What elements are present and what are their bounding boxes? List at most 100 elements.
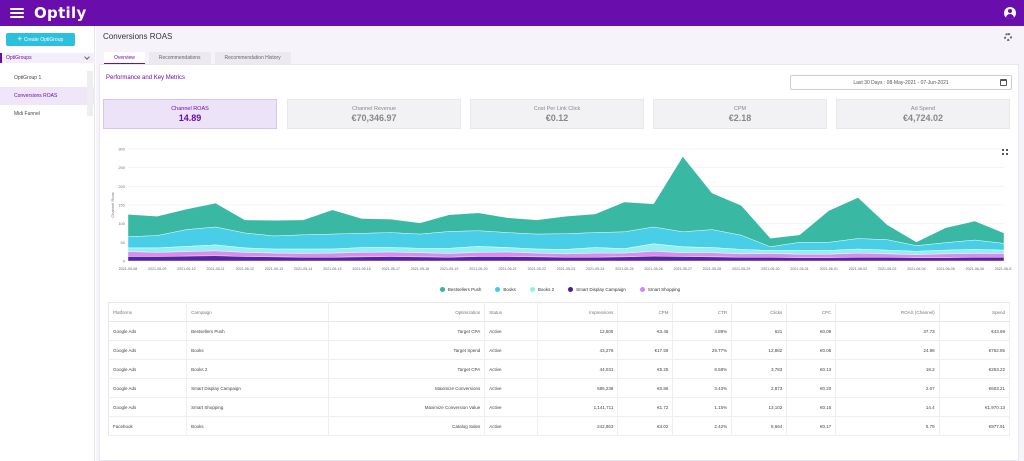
- gear-icon[interactable]: [1004, 33, 1012, 41]
- table-cell: Google Ads: [108, 340, 188, 360]
- column-header[interactable]: CTR: [672, 302, 733, 322]
- create-optigroup-label: Create OptiGroup: [23, 36, 64, 43]
- column-header[interactable]: Optimization: [328, 302, 486, 322]
- metric-cpm[interactable]: CPM €2.18: [653, 99, 827, 129]
- tab-overview[interactable]: Overview: [104, 52, 145, 64]
- calendar-icon[interactable]: [1000, 79, 1007, 86]
- column-header[interactable]: Campaign: [186, 302, 330, 322]
- table-cell: Maximize Conversion Value: [328, 397, 486, 417]
- table-cell: Books: [186, 340, 330, 360]
- column-header[interactable]: Platforms: [108, 302, 188, 322]
- table-cell: 13,102: [731, 397, 788, 417]
- metric-cost-per-link-click[interactable]: Cost Per Link Click €0.12: [470, 99, 644, 129]
- tab-recommendation-history[interactable]: Recommendation History: [214, 52, 291, 64]
- table-cell: 621: [731, 321, 788, 341]
- table-cell: 14.4: [835, 397, 940, 417]
- y-tick-label: 250: [118, 165, 125, 170]
- table-row[interactable]: Google Ads Smart Display Campaign Maximize…: [108, 378, 1011, 398]
- metric-value: €4,724.02: [902, 112, 944, 123]
- x-tick-label: 2021-06-06: [966, 267, 984, 271]
- table-cell: 29.77%: [672, 340, 733, 360]
- table-cell: Active: [484, 416, 538, 436]
- create-optigroup-button[interactable]: + Create OptiGroup: [6, 33, 75, 46]
- column-header[interactable]: CPM: [617, 302, 674, 322]
- x-tick-label: 2021-05-10: [177, 267, 195, 271]
- chart-legend: Bestsellers Push Books Books 2 Smart Displa…: [100, 287, 1020, 292]
- column-header[interactable]: Spend: [939, 302, 1011, 322]
- table-cell: Target Spend: [328, 340, 486, 360]
- table-row[interactable]: Google Ads Books 2 Target CPA Active 44,031 €…: [108, 359, 1011, 379]
- column-header[interactable]: Status: [484, 302, 538, 322]
- tab-recommendations[interactable]: Recommendations: [148, 52, 211, 64]
- hamburger-menu-icon[interactable]: [10, 8, 24, 18]
- column-header[interactable]: Clicks: [731, 302, 788, 322]
- date-range-picker[interactable]: Last 30 Days : 08-May-2021 - 07-Jun-2021: [790, 75, 1012, 90]
- sidebar-scrollbar[interactable]: [87, 71, 93, 116]
- metric-channel-revenue[interactable]: Channel Revenue €70,346.97: [287, 99, 461, 129]
- metric-value: €0.12: [545, 112, 569, 123]
- metric-value: €70,346.97: [351, 112, 397, 123]
- table-cell: 3.43%: [672, 378, 733, 398]
- sidebar-item-label: Midi Funnel: [14, 111, 40, 117]
- table-cell: Active: [484, 340, 538, 360]
- table-cell: €0.15: [786, 397, 837, 417]
- table-cell: 18.2: [835, 359, 940, 379]
- table-row[interactable]: Google Ads Books Target Spend Active 43,276 €…: [108, 340, 1011, 360]
- y-tick-label: 300: [118, 147, 125, 152]
- sidebar-item-optigroup-1[interactable]: OptiGroup 1: [0, 69, 95, 87]
- roas-area-chart: 0 50 100 150 200 250 300 Channel Roas 2021-05-08…: [110, 147, 1012, 272]
- metric-value: 14.89: [178, 112, 202, 123]
- sidebar-item-midi-funnel[interactable]: Midi Funnel: [0, 105, 95, 123]
- app-logo[interactable]: Optily: [34, 4, 87, 22]
- table-cell: Smart Display Campaign: [186, 378, 330, 398]
- top-bar: Optily: [0, 0, 1024, 26]
- column-header[interactable]: Impressions: [537, 302, 619, 322]
- table-cell: Google Ads: [108, 378, 188, 398]
- legend-item-smart-shopping[interactable]: Smart Shopping: [639, 287, 680, 292]
- metric-channel-roas[interactable]: Channel ROAS 14.89: [103, 99, 277, 129]
- table-cell: 8,664: [731, 416, 788, 436]
- x-tick-label: 2021-05-31: [790, 267, 808, 271]
- x-tick-label: 2021-05-17: [382, 267, 400, 271]
- metric-label: CPM: [733, 105, 747, 112]
- x-tick-label: 2021-06-03: [878, 267, 896, 271]
- overview-panel: Performance and Key Metrics Last 30 Days…: [99, 64, 1019, 461]
- sidebar-item-conversions-roas[interactable]: Conversions ROAS: [0, 87, 95, 105]
- optigroups-header[interactable]: OptiGroups: [0, 53, 95, 63]
- optigroups-label: OptiGroups: [6, 55, 32, 61]
- x-tick-label: 2021-05-29: [732, 267, 750, 271]
- x-tick-label: 2021-05-22: [528, 267, 546, 271]
- x-tick-label: 2021-05-08: [119, 267, 137, 271]
- sidebar-item-label: OptiGroup 1: [14, 75, 42, 81]
- date-range-label: Last 30 Days : 08-May-2021 - 07-Jun-2021: [853, 79, 949, 86]
- table-row[interactable]: Google Ads Bestsellers Push Target CPA Acti…: [108, 321, 1011, 341]
- metric-ad-spend[interactable]: Ad Spend €4,724.02: [836, 99, 1010, 129]
- legend-label: Bestsellers Push: [447, 287, 482, 292]
- x-tick-label: 2021-05-16: [352, 267, 370, 271]
- legend-item-bestsellers-push[interactable]: Bestsellers Push: [439, 287, 482, 292]
- x-tick-label: 2021-05-14: [294, 267, 312, 271]
- grid-menu-icon[interactable]: [1002, 149, 1008, 155]
- x-tick-label: 2021-05-27: [674, 267, 692, 271]
- legend-item-books-2[interactable]: Books 2: [529, 287, 554, 292]
- legend-item-smart-display-campaign[interactable]: Smart Display Campaign: [568, 287, 626, 292]
- column-header[interactable]: ROAS (Channel): [835, 302, 940, 322]
- table-row[interactable]: Google Ads Smart Shopping Maximize Convers…: [108, 397, 1011, 417]
- table-row[interactable]: Facebook Books Catalog Sales Active 242,863 €…: [108, 416, 1011, 436]
- legend-item-books[interactable]: Books: [495, 287, 516, 292]
- x-tick-label: 2021-05-11: [207, 267, 225, 271]
- table-cell: Active: [484, 321, 538, 341]
- table-cell: Bestsellers Push: [186, 321, 330, 341]
- table-cell: Catalog Sales: [328, 416, 486, 436]
- y-tick-label: 50: [121, 240, 126, 245]
- table-cell: 5.79: [835, 416, 940, 436]
- table-cell: €0.17: [786, 416, 837, 436]
- x-tick-label: 2021-05-13: [265, 267, 283, 271]
- table-cell: 585,238: [537, 378, 619, 398]
- table-cell: 12,605: [537, 321, 619, 341]
- table-cell: 1.15%: [672, 397, 733, 417]
- table-cell: €0.86: [617, 378, 674, 398]
- user-account-icon[interactable]: [1004, 7, 1016, 19]
- column-header[interactable]: CPC: [786, 302, 837, 322]
- table-cell: 3,783: [731, 359, 788, 379]
